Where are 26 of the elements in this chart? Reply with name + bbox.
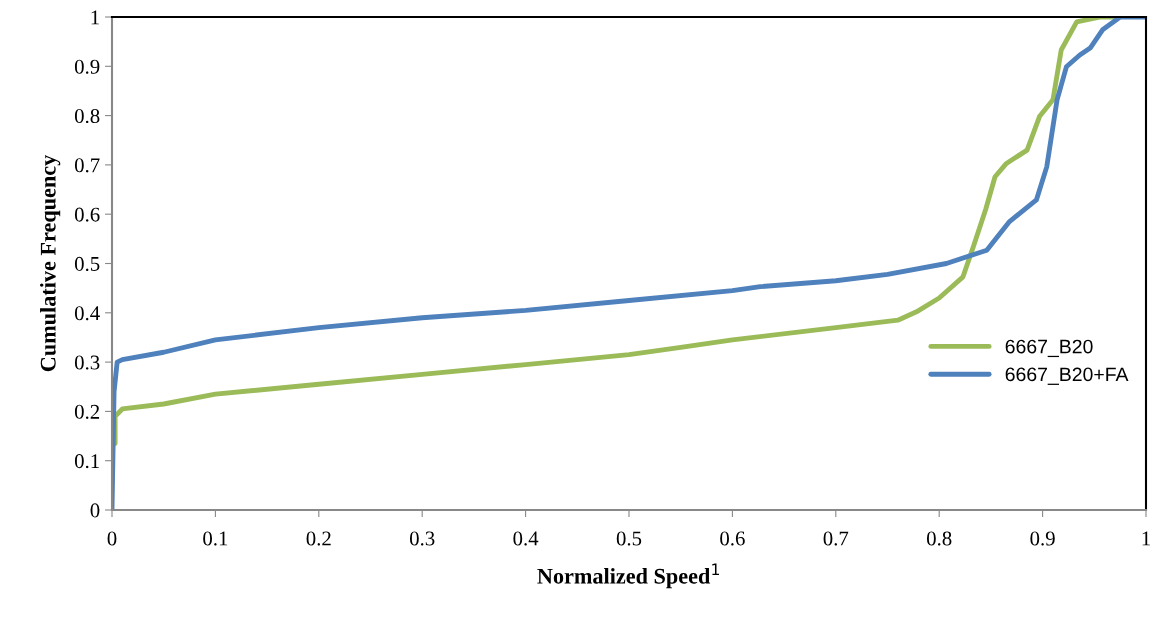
x-tick-label: 0.3	[409, 531, 435, 546]
y-tick-label: 1	[91, 10, 99, 25]
x-tick-label: 0.9	[1030, 531, 1055, 546]
y-tick-label: 0.7	[74, 158, 100, 173]
legend-label: 6667_B20+FA	[1005, 367, 1129, 385]
y-tick-label: 0	[90, 503, 100, 518]
x-tick-label: 1	[1142, 531, 1150, 546]
y-tick-label: 0.8	[74, 108, 100, 124]
x-tick-label: 0.1	[203, 531, 228, 546]
x-tick-label: 0.7	[823, 531, 849, 546]
x-tick-label: 0.5	[616, 531, 642, 546]
y-tick-label: 0.1	[74, 454, 99, 469]
x-tick-label: 0	[107, 531, 117, 546]
y-axis-title: Cumulative Frequency	[40, 154, 61, 372]
y-tick-label: 0.4	[74, 306, 100, 321]
y-tick-label: 0.5	[74, 256, 100, 272]
y-tick-label: 0.3	[74, 355, 100, 370]
x-tick-label: 0.8	[926, 531, 952, 546]
y-tick-label: 0.2	[74, 404, 100, 419]
x-axis-title: Normalized Speed$^{1}$	[537, 563, 719, 589]
legend-label: 6667_B20	[1005, 339, 1093, 358]
x-tick-label: 0.2	[306, 531, 331, 546]
y-tick-label: 0.9	[74, 59, 100, 74]
x-tick-label: 0.4	[513, 531, 539, 546]
y-tick-label: 0.6	[74, 207, 100, 222]
x-tick-label: 0.6	[720, 531, 745, 546]
